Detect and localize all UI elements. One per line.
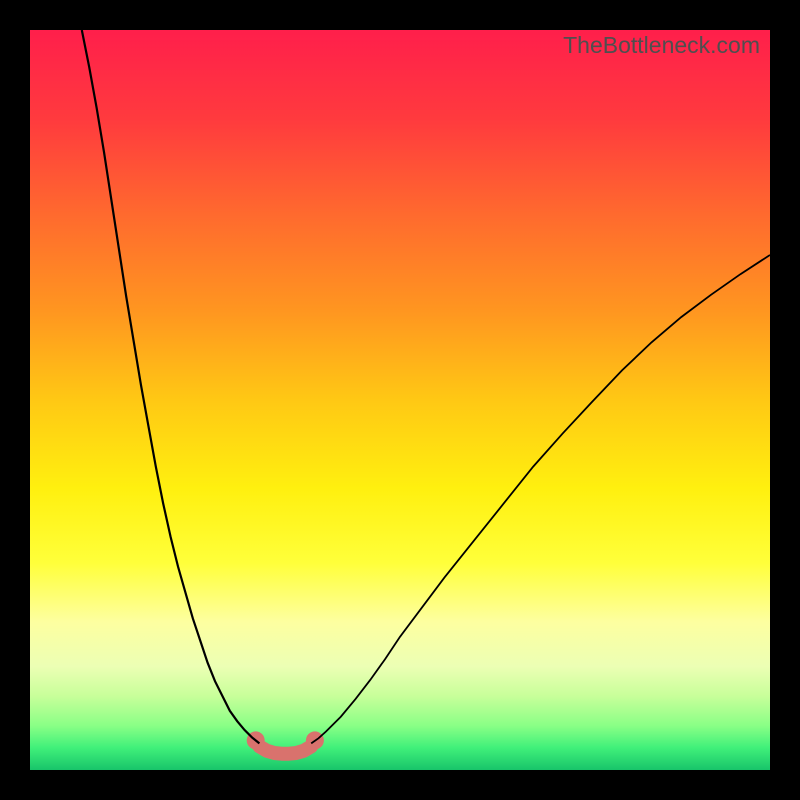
bottleneck-curve-chart [30, 30, 770, 770]
gradient-background [30, 30, 770, 770]
source-watermark: TheBottleneck.com [563, 32, 760, 59]
chart-frame: TheBottleneck.com [0, 0, 800, 800]
